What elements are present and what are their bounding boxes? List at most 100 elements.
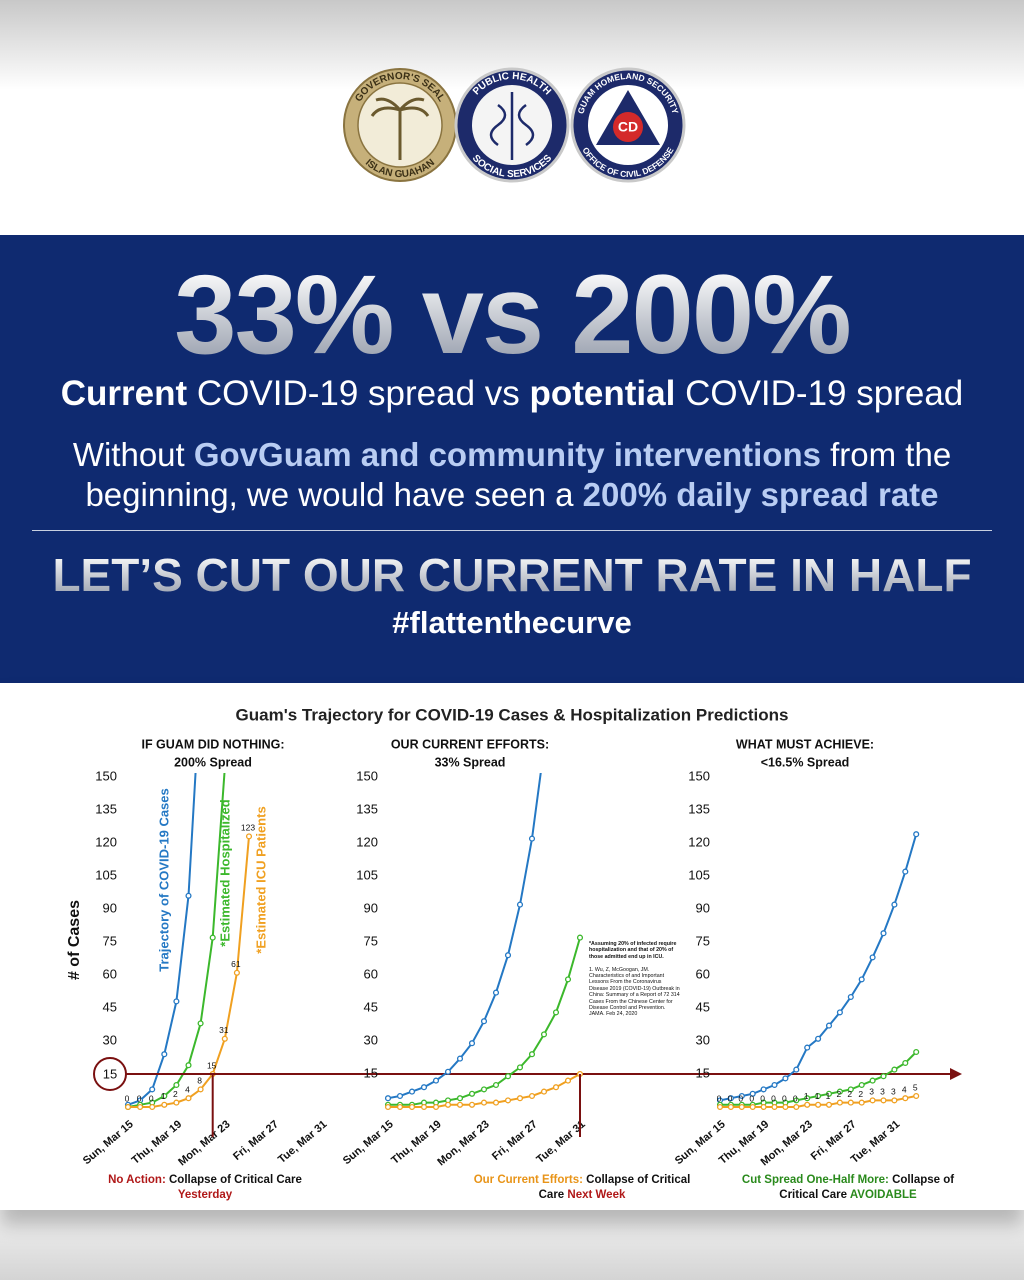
emphasis: Current [60,374,188,413]
data-label: 1 [804,1091,809,1101]
data-label: 31 [219,1025,229,1035]
y-tick-label: 135 [95,801,117,816]
logo-row: GOVERNOR'S SEAL ISLAN GUAHAN PUBLIC HEAL… [343,67,686,183]
point [760,1086,767,1093]
point [552,1084,560,1091]
caption-emphasis: AVOIDABLE [849,1189,917,1201]
point [480,1086,488,1093]
point [902,868,909,875]
data-label: 3 [869,1087,874,1097]
y-tick-label: 60 [696,966,710,981]
point [771,1081,778,1089]
text: COVID-19 spread vs [196,374,520,413]
point [185,892,192,899]
point [793,1097,800,1104]
point [468,1090,476,1097]
point [468,1040,476,1047]
point [209,934,216,941]
y-tick-label: 45 [103,999,117,1014]
point [738,1092,745,1100]
y-tick-label: 135 [688,801,710,816]
data-label: 1 [161,1091,166,1101]
point [836,1009,843,1016]
point [480,1099,488,1106]
point [552,1009,560,1016]
point [880,1097,887,1104]
seal-center-text: CD [618,119,638,135]
x-tick-label: Tue, Mar 31 [276,1118,329,1166]
point [456,1101,464,1108]
point [420,1084,428,1091]
caption-emphasis: Next Week [567,1189,626,1201]
point [913,1048,920,1056]
data-label: 0 [738,1093,743,1103]
hashtag: #flattenthecurve [392,605,632,640]
point [198,683,203,687]
banner: 33% vs 200% Current COVID-19 spread vs p… [0,235,1024,683]
charts: Guam's Trajectory for COVID-19 Cases & H… [66,683,962,1168]
y-tick-label: 15 [364,1065,378,1080]
call-to-action: LET’S CUT OUR CURRENT RATE IN HALF [0,547,1024,603]
point [384,1103,392,1111]
public-health-seal: PUBLIC HEALTH SOCIAL SERVICES [454,67,570,183]
point [825,1101,833,1108]
subhead: Current COVID-19 spread vs potential COV… [0,373,1024,415]
point [161,1101,168,1108]
x-tick-label: Fri, Mar 27 [231,1118,281,1163]
y-axis-label: # of Cases [66,900,83,980]
point [727,1103,734,1111]
point [880,1073,887,1080]
point [793,1103,800,1111]
point [432,1103,440,1111]
point [408,1088,416,1095]
point [902,1095,909,1102]
point [771,1103,778,1111]
point [847,993,854,1001]
point [420,1103,428,1111]
point [173,998,180,1005]
point [858,1081,865,1089]
y-tick-label: 30 [696,1032,710,1047]
point [456,1055,464,1062]
data-label: 0 [782,1093,787,1103]
y-tick-label: 45 [696,999,710,1014]
point [149,1086,156,1093]
emphasis: GovGuam and community interventions [193,436,821,473]
point [576,934,584,941]
point [492,1099,500,1106]
figure-title: Guam's Trajectory for COVID-19 Cases & H… [236,705,789,724]
point [825,1090,833,1097]
data-label: 4 [185,1084,190,1094]
caption-text: Collapse of Critical Care [779,1174,955,1201]
y-tick-label: 60 [103,966,117,981]
data-label: 3 [880,1087,885,1097]
plot-area [384,773,584,1111]
chart-title: IF GUAM DID NOTHING: [141,737,284,751]
data-label: 123 [241,823,255,833]
data-label: 4 [902,1084,907,1094]
y-tick-label: 45 [364,999,378,1014]
point [847,1086,854,1093]
x-tick-label: Mon, Mar 23 [176,1118,232,1168]
point [793,1066,800,1073]
point [782,1075,789,1082]
caption-lead: Cut Spread One-Half More: [741,1174,889,1186]
point [492,989,500,996]
point [504,952,512,959]
threshold-label: 15 [103,1066,117,1081]
point [197,1086,204,1093]
data-label: 0 [137,1093,142,1103]
point [902,1059,909,1067]
data-label: 2 [173,1089,178,1099]
point [913,1092,920,1100]
point [913,831,920,838]
point [727,1095,734,1102]
y-tick-label: 150 [688,768,710,783]
point [815,1035,822,1042]
y-tick-label: 105 [356,867,378,882]
point [815,1101,822,1108]
point [516,1095,524,1102]
point [564,976,572,983]
